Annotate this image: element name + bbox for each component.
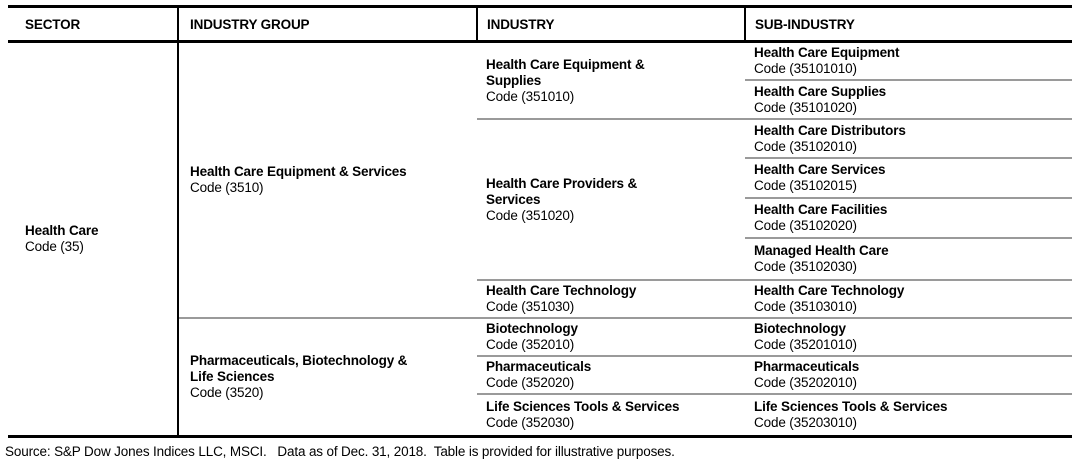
table-row: Health Care Providers & Services Code (3… — [8, 118, 1072, 280]
sub-industry-name: Life Sciences Tools & Services — [754, 398, 948, 414]
table-row: Life Sciences Tools & Services Code (352… — [8, 393, 1072, 436]
sub-industry-cell: Health Care Technology Code (35103010) — [745, 279, 1072, 318]
sub-industry-name: Health Care Technology — [754, 283, 905, 298]
industry-name: Life Sciences Tools & Services — [486, 398, 680, 414]
industry-name: Health Care Providers & Services — [486, 175, 638, 207]
industry-cell: Pharmaceuticals Code (352020) — [477, 355, 745, 394]
table-row: Health Care Supplies Code (35101020) — [8, 79, 1072, 119]
sub-industry-name: Health Care Facilities — [754, 202, 888, 217]
industry-name: Health Care Technology — [486, 283, 637, 298]
header-sector: SECTOR — [8, 6, 179, 43]
sub-industry-code: Code (35203010) — [754, 414, 857, 430]
sub-industry-name: Managed Health Care — [754, 243, 889, 258]
sub-industry-cell: Biotechnology Code (35201010) — [745, 317, 1072, 356]
sub-industry-code: Code (35102030) — [754, 259, 857, 274]
sub-industry-code: Code (35102015) — [754, 178, 857, 193]
table-row: Health Care Technology Code (351030) Hea… — [8, 279, 1072, 318]
sub-industry-name: Health Care Services — [754, 162, 886, 177]
industry-group-name: Pharmaceuticals, Biotechnology & Life Sc… — [190, 352, 408, 384]
table-row: Pharmaceuticals Code (352020) Pharmaceut… — [8, 355, 1072, 394]
sub-industry-code: Code (35102020) — [754, 218, 857, 233]
header-row: SECTOR INDUSTRY GROUP INDUSTRY SUB-INDUS… — [8, 6, 1072, 43]
sector-code: Code (35) — [25, 238, 84, 254]
sub-industry-cell: Health Care Distributors Code (35102010) — [745, 118, 1072, 158]
table-row: Health Care Services Code (35102015) — [8, 157, 1072, 198]
industry-name: Biotechnology — [486, 321, 578, 336]
industry-code: Code (351030) — [486, 299, 575, 314]
sector-cell: Health Care Code (35) — [8, 41, 179, 436]
sub-industry-cell: Health Care Supplies Code (35101020) — [745, 79, 1072, 119]
table-row: Health Care Code (35) Health Care Equipm… — [8, 41, 1072, 436]
industry-group-cell: Pharmaceuticals, Biotechnology & Life Sc… — [178, 317, 477, 436]
gics-classification-page: SECTOR INDUSTRY GROUP INDUSTRY SUB-INDUS… — [0, 5, 1079, 462]
table-row: Pharmaceuticals, Biotechnology & Life Sc… — [8, 317, 1072, 436]
header-industry: INDUSTRY — [477, 6, 746, 43]
industry-group-code: Code (3520) — [190, 384, 264, 400]
sub-industry-name: Health Care Supplies — [754, 83, 887, 99]
industry-cell: Health Care Providers & Services Code (3… — [477, 118, 745, 280]
industry-code: Code (351010) — [486, 88, 575, 104]
industry-cell: Health Care Equipment & Supplies Code (3… — [477, 42, 745, 120]
gics-table: SECTOR INDUSTRY GROUP INDUSTRY SUB-INDUS… — [8, 5, 1072, 438]
sub-industry-name: Pharmaceuticals — [754, 359, 860, 374]
sub-industry-cell: Health Care Equipment Code (35101010) — [745, 42, 1072, 81]
industry-name: Health Care Equipment & Supplies — [486, 56, 645, 88]
sub-industry-cell: Health Care Facilities Code (35102020) — [745, 197, 1072, 238]
header-industry-group: INDUSTRY GROUP — [178, 6, 478, 43]
industry-cell: Health Care Technology Code (351030) — [477, 279, 745, 318]
industry-cell: Biotechnology Code (352010) — [477, 317, 745, 356]
sub-industry-name: Health Care Equipment — [754, 45, 900, 60]
industry-group-name: Health Care Equipment & Services — [190, 164, 407, 179]
sub-industry-name: Biotechnology — [754, 321, 846, 336]
sector-name: Health Care — [25, 222, 99, 238]
industry-code: Code (352030) — [486, 414, 575, 430]
industry-cell: Life Sciences Tools & Services Code (352… — [477, 393, 745, 436]
industry-group-code: Code (3510) — [190, 180, 264, 195]
header-sub-industry: SUB-INDUSTRY — [745, 6, 1072, 43]
industry-group-cell: Health Care Equipment & Services Code (3… — [178, 42, 477, 319]
sub-industry-code: Code (35101020) — [754, 99, 857, 115]
source-footnote: Source: S&P Dow Jones Indices LLC, MSCI.… — [5, 443, 675, 459]
industry-name: Pharmaceuticals — [486, 359, 592, 374]
table-row: Health Care Facilities Code (35102020) — [8, 197, 1072, 238]
sub-industry-cell: Life Sciences Tools & Services Code (352… — [745, 393, 1072, 436]
table-row: Managed Health Care Code (35102030) — [8, 237, 1072, 280]
sub-industry-name: Health Care Distributors — [754, 122, 906, 138]
sub-industry-cell: Managed Health Care Code (35102030) — [745, 237, 1072, 280]
industry-code: Code (352010) — [486, 337, 575, 352]
sub-industry-code: Code (35103010) — [754, 299, 857, 314]
sub-industry-cell: Pharmaceuticals Code (35202010) — [745, 355, 1072, 394]
sub-industry-cell: Health Care Services Code (35102015) — [745, 157, 1072, 198]
sub-industry-code: Code (35201010) — [754, 337, 857, 352]
industry-code: Code (352020) — [486, 375, 575, 390]
sub-industry-code: Code (35102010) — [754, 138, 857, 154]
sub-industry-code: Code (35101010) — [754, 61, 857, 76]
sub-industry-code: Code (35202010) — [754, 375, 857, 390]
industry-code: Code (351020) — [486, 207, 575, 223]
